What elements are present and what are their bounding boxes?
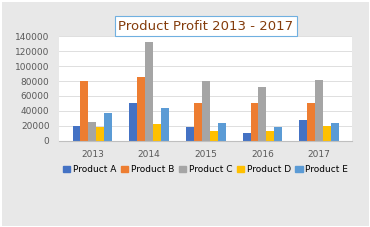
Bar (153, 124, 161, 141)
Bar (218, 123, 226, 141)
Bar (186, 127, 194, 141)
Bar (104, 113, 112, 141)
Bar (331, 123, 339, 141)
Bar (274, 127, 282, 141)
Bar (323, 126, 331, 141)
Bar (315, 80, 323, 141)
Bar (145, 42, 153, 141)
Bar (81, 81, 88, 141)
Bar (307, 104, 315, 141)
Bar (194, 104, 202, 141)
Legend: Product A, Product B, Product C, Product D, Product E: Product A, Product B, Product C, Product… (60, 162, 352, 178)
Bar (266, 131, 274, 141)
Bar (202, 81, 210, 141)
Bar (259, 87, 266, 141)
Bar (250, 104, 259, 141)
Bar (161, 108, 169, 141)
Bar (73, 126, 81, 141)
Bar (129, 104, 137, 141)
Bar (210, 131, 218, 141)
Bar (88, 122, 96, 141)
Bar (299, 120, 307, 141)
Bar (96, 127, 104, 141)
Bar (137, 77, 145, 141)
Title: Product Profit 2013 - 2017: Product Profit 2013 - 2017 (118, 20, 293, 32)
Bar (243, 133, 250, 141)
